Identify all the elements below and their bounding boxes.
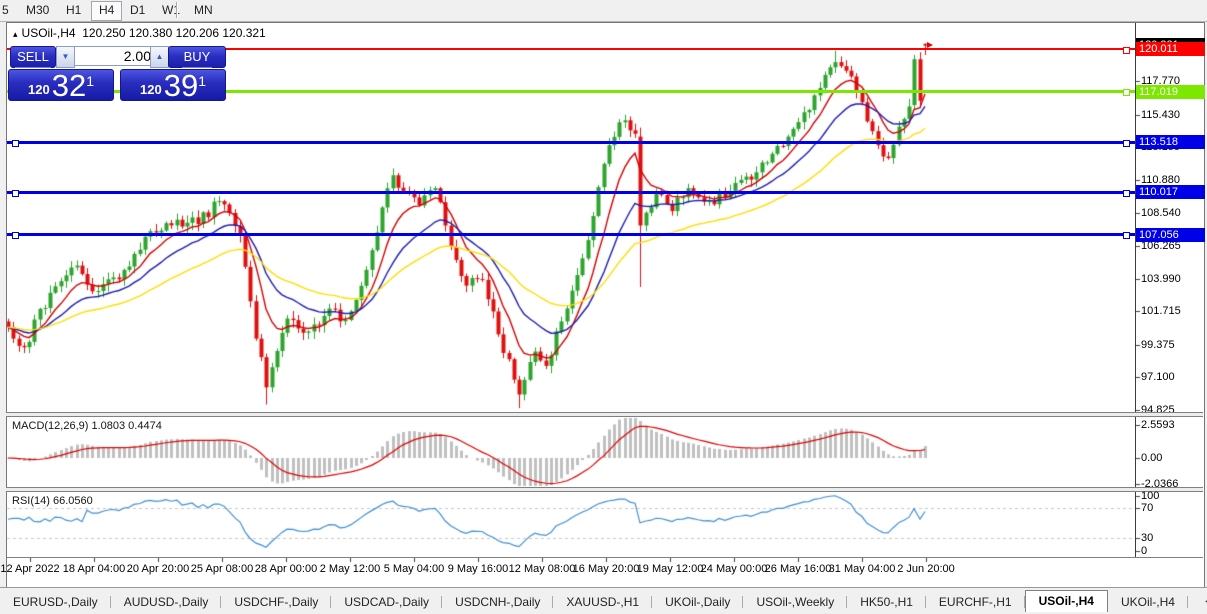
chevron-up-icon: ▲ — [155, 52, 164, 61]
sell-button[interactable]: SELL — [10, 46, 56, 68]
volume-decrease-button[interactable]: ▼ — [56, 46, 75, 68]
horizontal-line-107.056[interactable] — [7, 233, 1135, 237]
buy-button[interactable]: BUY — [168, 46, 226, 68]
line-drag-handle[interactable] — [1123, 89, 1130, 97]
line-drag-handle[interactable] — [12, 189, 19, 197]
buy-price-button[interactable]: 120 39 1 — [120, 69, 226, 101]
sell-price-int: 120 — [28, 82, 50, 97]
line-drag-handle[interactable] — [1123, 189, 1130, 197]
buy-button-label: BUY — [181, 47, 213, 68]
horizontal-line-117.019[interactable] — [7, 90, 1135, 94]
line-drag-handle[interactable] — [12, 232, 19, 240]
sell-price-main: 32 — [51, 68, 87, 103]
buy-price-main: 39 — [163, 68, 199, 103]
buy-price-int: 120 — [140, 82, 162, 97]
sell-price-pip: 1 — [86, 73, 94, 89]
line-drag-handle[interactable] — [12, 139, 19, 147]
buy-price-pip: 1 — [198, 73, 206, 89]
line-drag-handle[interactable] — [1123, 232, 1130, 240]
chevron-down-icon: ▼ — [61, 52, 70, 61]
sell-button-label: SELL — [15, 47, 51, 68]
line-drag-handle[interactable] — [1123, 46, 1130, 54]
one-click-trade-widget: SELL ▼ 2.00 ▲ BUY 120 32 1 120 39 1 — [8, 45, 228, 102]
sell-price-button[interactable]: 120 32 1 — [8, 69, 114, 101]
horizontal-line-110.017[interactable] — [7, 190, 1135, 194]
volume-input[interactable]: 2.00 — [74, 46, 160, 66]
horizontal-line-113.518[interactable] — [7, 140, 1135, 144]
horizontal-line-120.011[interactable] — [7, 48, 1135, 51]
volume-increase-button[interactable]: ▲ — [150, 46, 169, 68]
line-drag-handle[interactable] — [1123, 139, 1130, 147]
